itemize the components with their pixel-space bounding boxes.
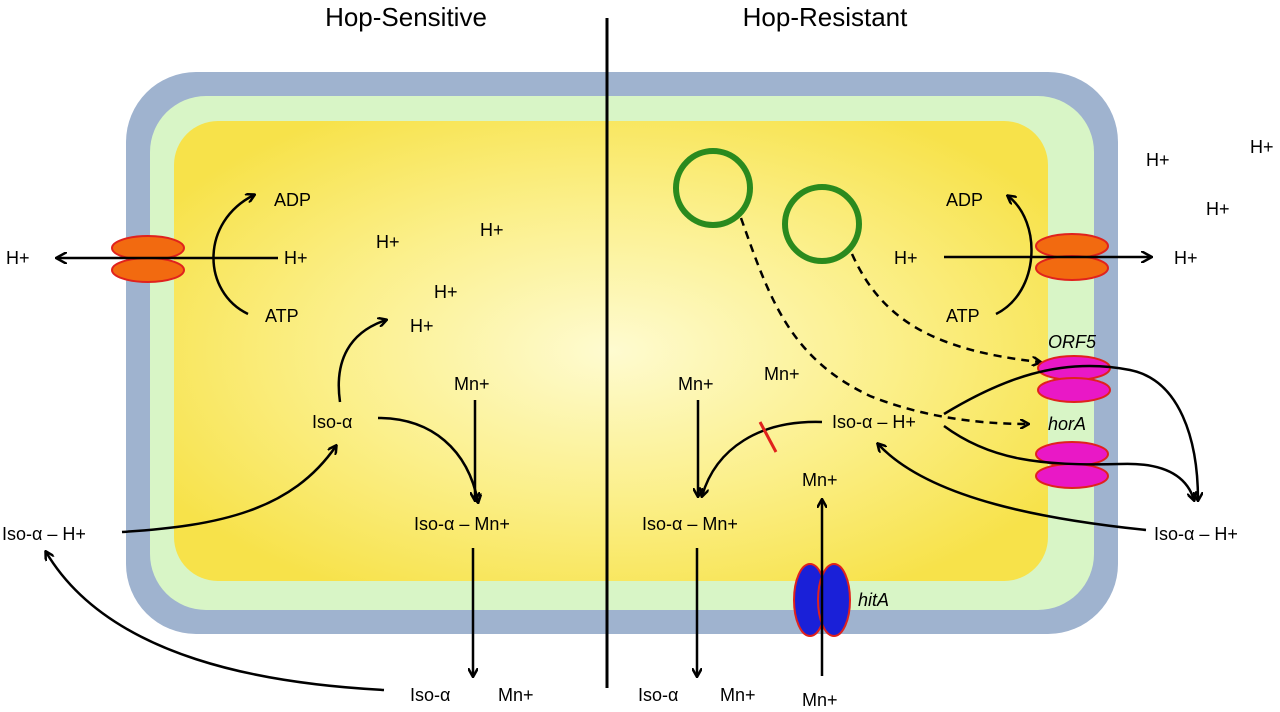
label-atp-right: ATP xyxy=(946,306,980,326)
label-h-ext-1: H+ xyxy=(1146,150,1170,170)
label-hora: horA xyxy=(1048,414,1086,434)
label-hita: hitA xyxy=(858,590,889,610)
label-iso-alpha-left: Iso-α xyxy=(312,412,352,432)
cytoplasm xyxy=(174,121,1048,581)
inhibition-mark xyxy=(758,421,778,453)
label-adp-left: ADP xyxy=(274,190,311,210)
title-hop-sensitive: Hop-Sensitive xyxy=(325,2,487,32)
blocked-chelation-arrow xyxy=(702,420,823,496)
label-h-pumped-left: H+ xyxy=(284,248,308,268)
title-hop-resistant: Hop-Resistant xyxy=(743,2,909,32)
label-iso-alpha-h-outside-right: Iso-α – H+ xyxy=(1154,524,1238,544)
hita-transporter xyxy=(793,563,851,637)
atp-hydrolysis-arrow-right xyxy=(995,196,1033,316)
vesicle-orf5 xyxy=(673,148,753,228)
label-h-cyto-2: H+ xyxy=(480,220,504,240)
atpase-pump-left xyxy=(111,235,185,283)
iso-alpha-chelation-arrow xyxy=(377,416,478,502)
label-iso-alpha-h-right: Iso-α – H+ xyxy=(832,412,916,432)
label-orf5: ORF5 xyxy=(1048,332,1097,352)
orf5-efflux-arrow xyxy=(943,364,1198,500)
label-mn-out-right: Mn+ xyxy=(720,685,756,705)
label-h-ext-3: H+ xyxy=(1206,199,1230,219)
label-adp-right: ADP xyxy=(946,190,983,210)
label-iso-alpha-out-right: Iso-α xyxy=(638,685,678,705)
label-iso-alpha-mn-right: Iso-α – Mn+ xyxy=(642,514,738,534)
label-mn-cyto-right-1: Mn+ xyxy=(678,374,714,394)
label-atp-left: ATP xyxy=(265,306,299,326)
label-h-pumped-right: H+ xyxy=(894,248,918,268)
atp-hydrolysis-arrow-left xyxy=(212,195,254,316)
label-h-cyto-3: H+ xyxy=(434,282,458,302)
label-h-outside-left: H+ xyxy=(6,248,30,268)
hora-expression-arrow xyxy=(739,217,1028,424)
hora-efflux-arrow xyxy=(943,424,1194,500)
label-iso-alpha-h-outside-left: Iso-α – H+ xyxy=(2,524,86,544)
hora-transporter xyxy=(1035,441,1109,489)
label-mn-imported: Mn+ xyxy=(802,470,838,490)
label-mn-out-left: Mn+ xyxy=(498,685,534,705)
iso-alpha-recycle-arrow xyxy=(46,552,385,692)
label-h-cyto-1: H+ xyxy=(376,232,400,252)
label-iso-alpha-mn-left: Iso-α – Mn+ xyxy=(414,514,510,534)
orf5-expression-arrow xyxy=(850,253,1040,362)
label-mn-outside-right: Mn+ xyxy=(802,690,838,710)
iso-alpha-h-entry-arrow-right xyxy=(878,444,1147,532)
label-h-outside-right: H+ xyxy=(1174,248,1198,268)
label-mn-cyto-left: Mn+ xyxy=(454,374,490,394)
label-mn-cyto-right-2: Mn+ xyxy=(764,364,800,384)
iso-alpha-h-entry-arrow xyxy=(121,446,336,534)
label-h-ext-2: H+ xyxy=(1250,137,1274,157)
label-h-cyto-4: H+ xyxy=(410,316,434,336)
vesicle-hora xyxy=(782,184,862,264)
proton-release-arrow xyxy=(337,320,386,403)
label-iso-alpha-out-left: Iso-α xyxy=(410,685,450,705)
